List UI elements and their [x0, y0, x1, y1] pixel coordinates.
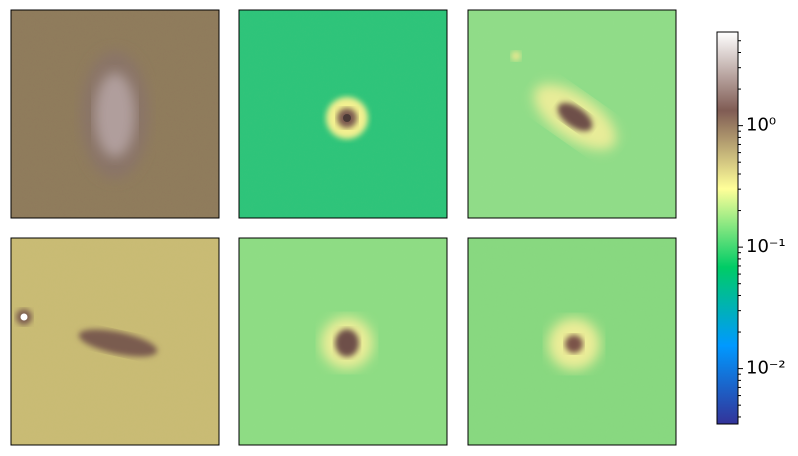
- y-tick-label: 10⁻¹: [746, 236, 786, 257]
- colorbar: [716, 31, 739, 425]
- y-tick-label: 10⁻²: [746, 358, 786, 379]
- y-tick-label: 10⁰: [746, 115, 776, 136]
- panel: [10, 237, 220, 446]
- panel: [10, 9, 220, 219]
- panel: [467, 237, 677, 446]
- panel: [467, 9, 677, 219]
- panel: [238, 237, 448, 446]
- panel: [238, 9, 448, 219]
